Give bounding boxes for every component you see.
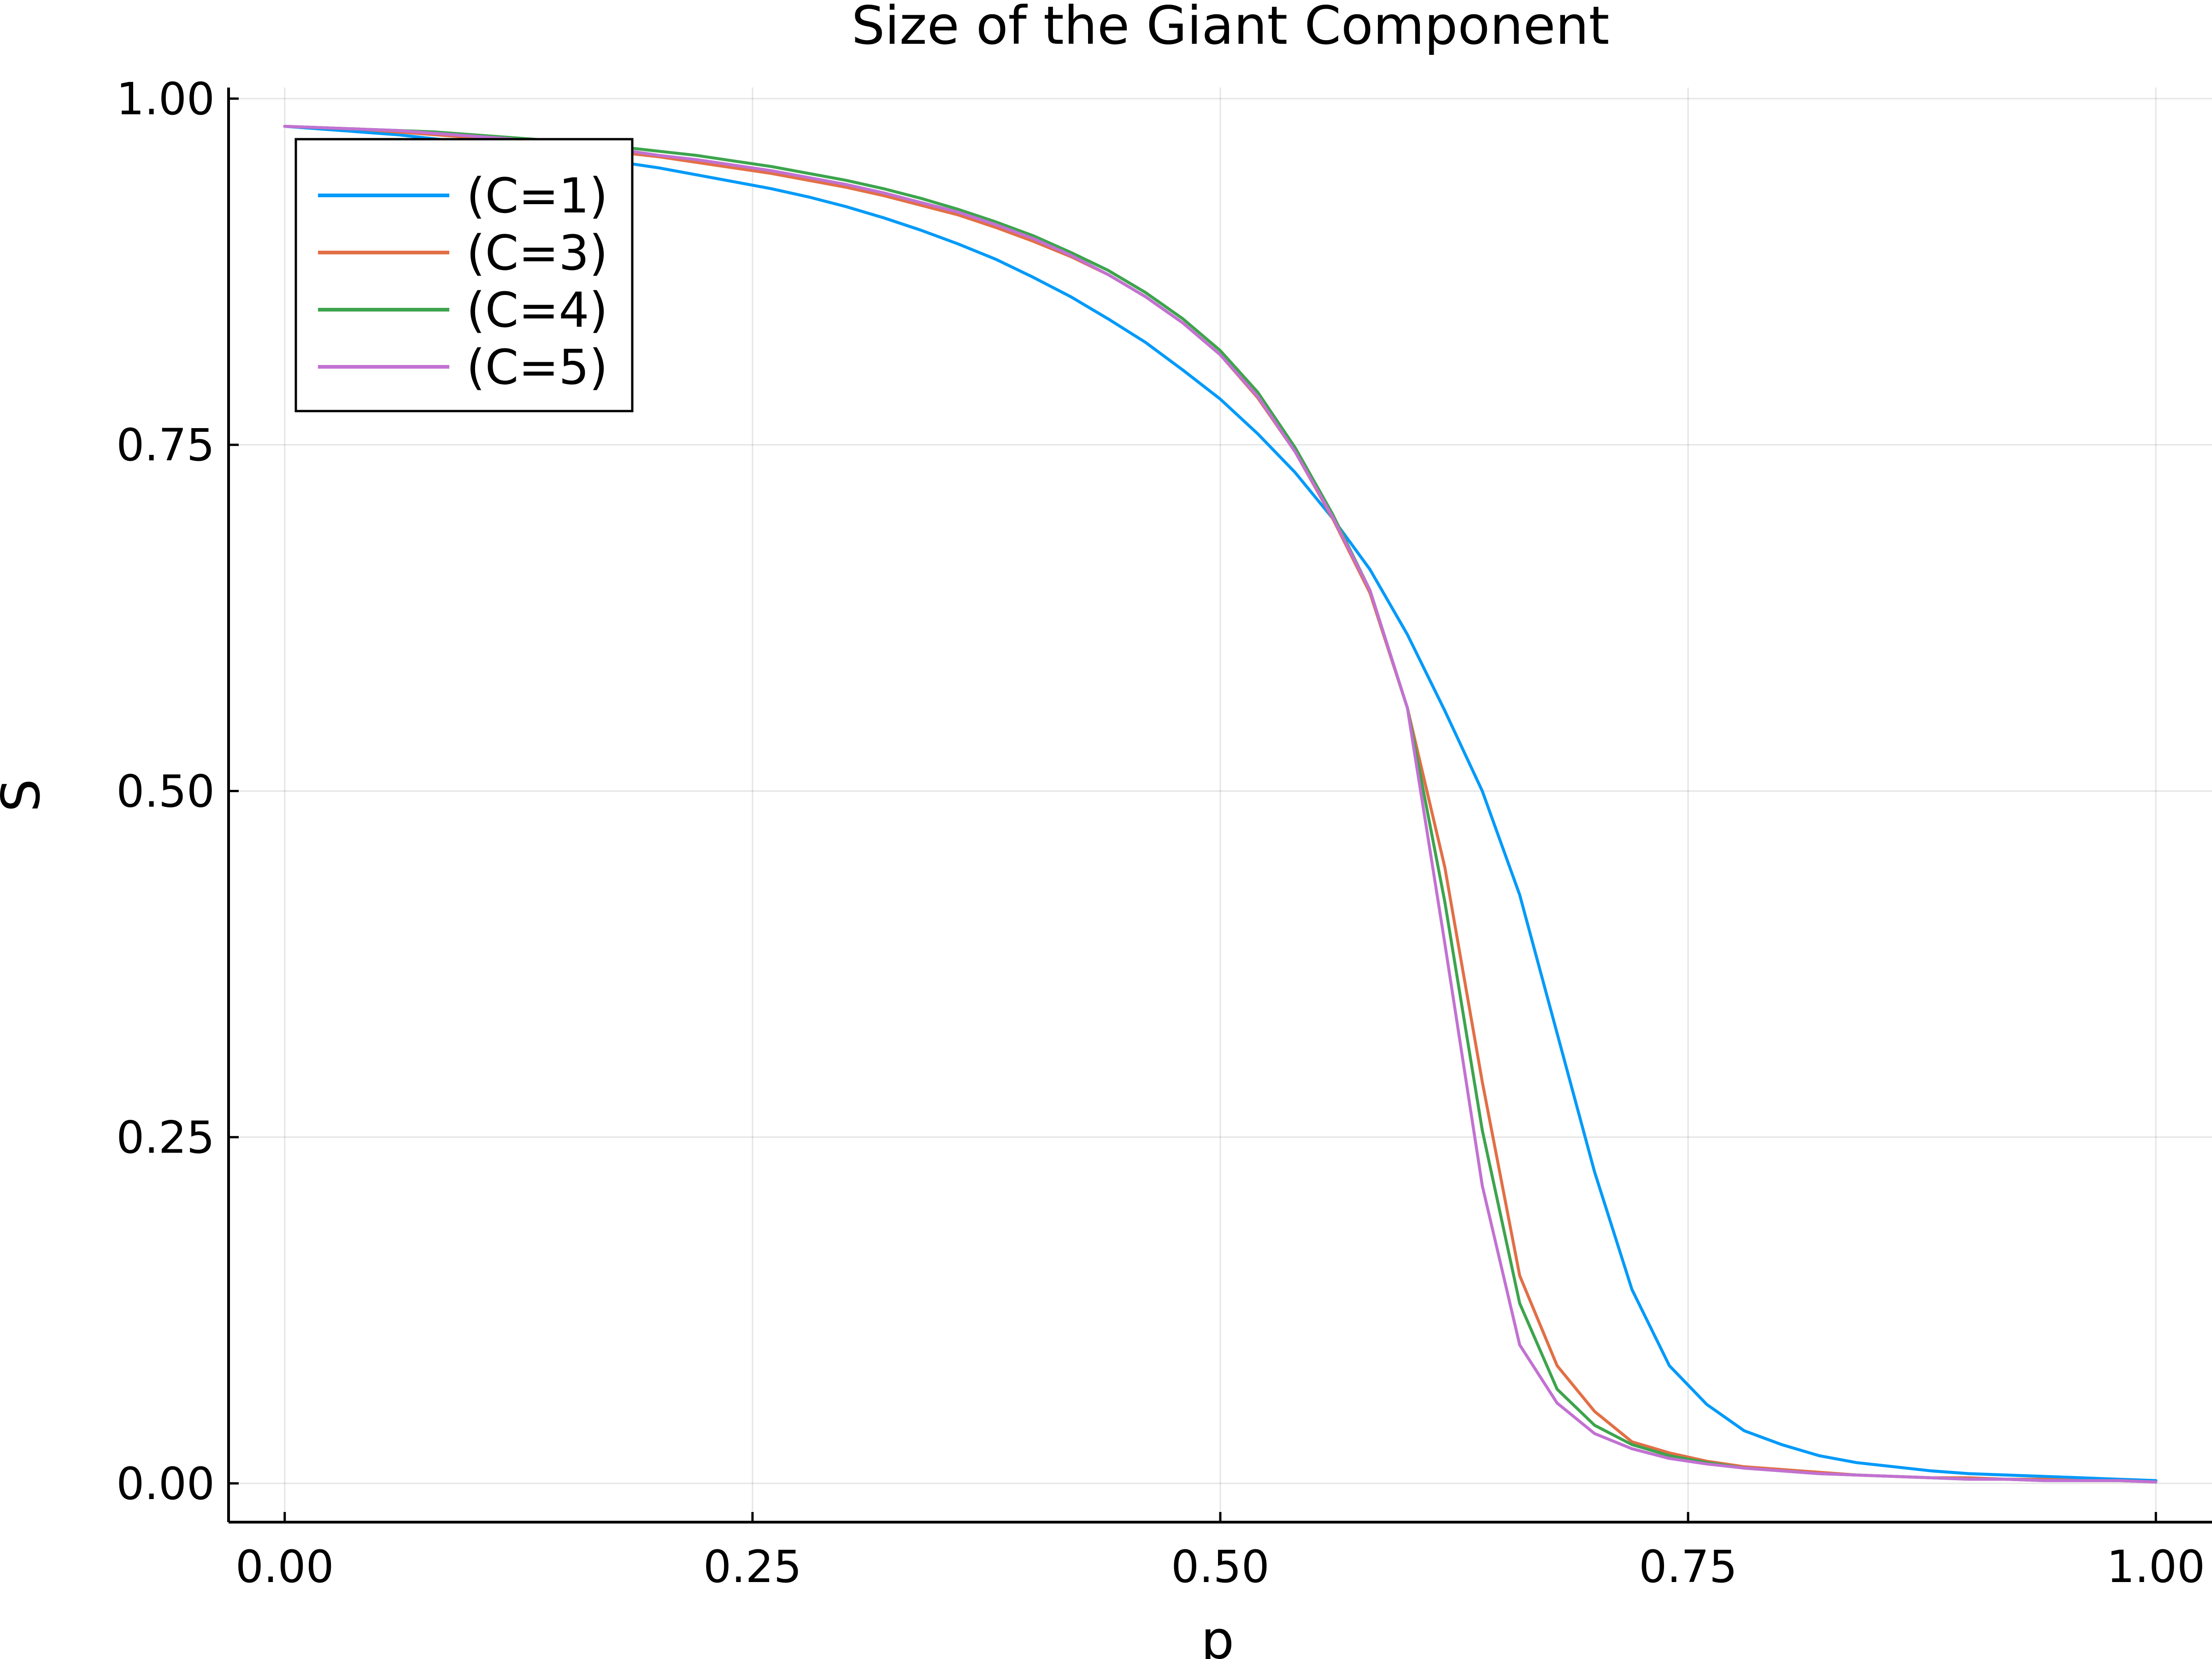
legend-label: (C=3) [466,225,608,281]
y-axis-label: S [0,779,52,812]
x-tick-label: 1.00 [2106,1541,2205,1593]
chart-title: Size of the Giant Component [852,0,1610,56]
legend-label: (C=4) [466,282,608,338]
x-tick-label: 0.75 [1639,1541,1737,1593]
x-tick-label: 0.00 [235,1541,334,1593]
legend-label: (C=1) [466,168,608,224]
y-tick-label: 0.00 [116,1458,215,1510]
y-tick-label: 0.75 [116,419,215,471]
ticks: 0.00 0.25 0.50 0.75 1.00 0.00 0.25 0.50 0.75 1.00 [116,73,2205,1593]
legend: (C=1)(C=3)(C=4)(C=5) [294,138,634,412]
y-tick-label: 1.00 [116,73,215,125]
y-tick-label: 0.25 [116,1112,215,1164]
grid [229,88,2212,1522]
x-axis-label: p [1201,1609,1234,1659]
y-tick-label: 0.50 [116,765,215,817]
legend-label: (C=5) [466,339,608,395]
x-tick-label: 0.50 [1171,1541,1270,1593]
x-tick-label: 0.25 [703,1541,802,1593]
